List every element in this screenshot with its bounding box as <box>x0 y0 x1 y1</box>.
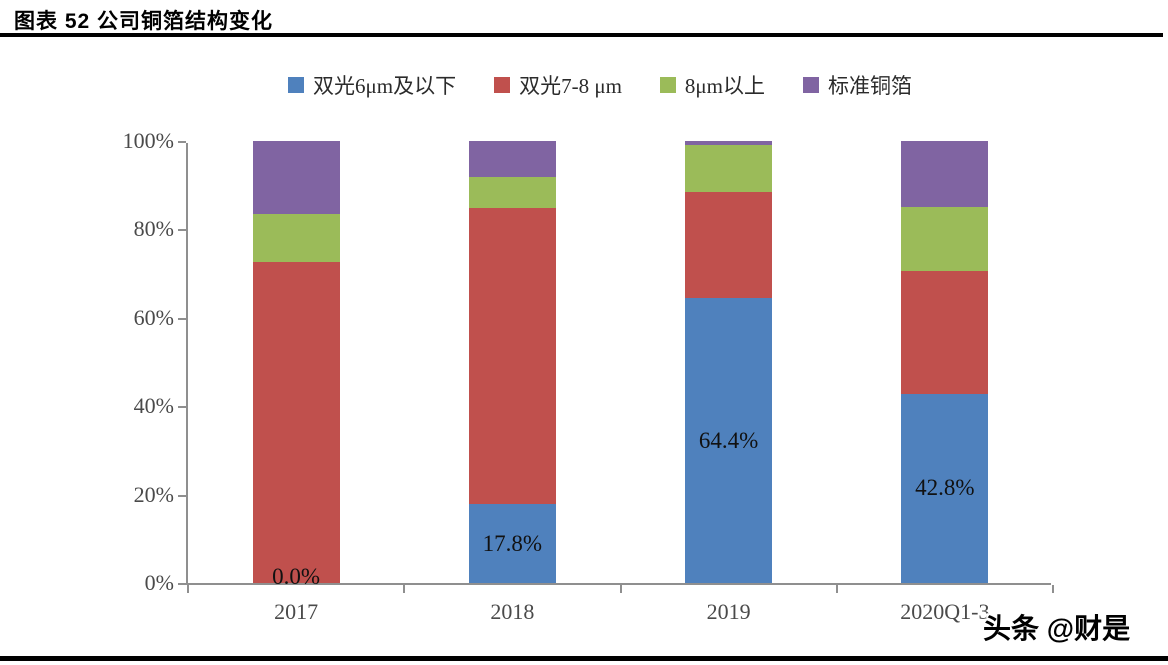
y-axis-label: 100% <box>122 128 174 153</box>
bar-segment-2018-series2 <box>468 207 556 505</box>
bar-data-label: 64.4% <box>698 427 759 453</box>
bar-segment-2019-series2 <box>685 192 773 299</box>
legend-swatch-icon <box>494 77 511 93</box>
bar-data-label: 42.8% <box>915 475 975 501</box>
bar-segment-2017-series3 <box>252 214 340 263</box>
x-axis-label: 2017 <box>274 599 319 624</box>
bar-segment-2017-series2 <box>252 262 340 583</box>
legend-item-3: 8μm以上 <box>659 70 766 100</box>
y-axis-label: 80% <box>133 216 174 242</box>
chart-legend: 双光6μm及以下 双光7-8 μm 8μm以上 标准铜箔 <box>16 70 1168 100</box>
legend-swatch-icon <box>287 77 304 93</box>
legend-item-2: 双光7-8 μm <box>494 70 622 100</box>
legend-item-4: 标准铜箔 <box>803 70 912 100</box>
bar-segment-2020Q1-3-series3 <box>901 206 989 272</box>
x-axis-tick <box>403 585 406 593</box>
y-axis-label: 20% <box>133 481 174 507</box>
x-axis-tick <box>835 585 838 593</box>
legend-label: 双光6μm及以下 <box>312 74 457 98</box>
bar-segment-2020Q1-3-series1 <box>901 393 989 583</box>
bar-segment-2018-series4 <box>468 141 556 177</box>
legend-swatch-icon <box>659 77 676 93</box>
legend-swatch-icon <box>803 77 820 93</box>
bar-segment-2020Q1-3-series4 <box>901 141 989 207</box>
x-axis-tick <box>619 585 622 593</box>
y-axis-tick <box>178 583 186 585</box>
x-axis-label: 2020Q1-3 <box>900 599 990 624</box>
x-axis-tick <box>1052 585 1054 593</box>
y-axis-label: 0% <box>144 570 174 595</box>
x-axis-label: 2018 <box>490 599 535 624</box>
y-axis-tick <box>178 406 186 409</box>
y-axis-label: 60% <box>133 304 174 330</box>
legend-label: 标准铜箔 <box>828 74 913 98</box>
y-axis-label: 40% <box>133 393 174 419</box>
bottom-divider <box>0 656 1168 661</box>
bar-segment-2019-series4 <box>685 141 773 145</box>
top-divider <box>0 33 1163 37</box>
legend-label: 8μm以上 <box>684 74 766 98</box>
bar-segment-2019-series1 <box>685 298 773 583</box>
y-axis-tick <box>178 494 186 497</box>
bar-segment-2020Q1-3-series2 <box>901 271 989 394</box>
bar-segment-2018-series1 <box>468 504 556 583</box>
bar-segment-2017-series4 <box>252 141 340 215</box>
legend-label: 双光7-8 μm <box>519 74 622 98</box>
watermark: 头条 @财是 <box>983 613 1131 644</box>
plot-area: 0% 20% 40% 60% 80% 100% 2017 0.0% 2018 17.8% 2019 6… <box>123 128 1054 624</box>
bar-segment-2019-series3 <box>685 145 773 193</box>
x-axis-tick <box>187 585 189 593</box>
figure-title: 图表 52 公司铜箔结构变化 <box>14 10 274 33</box>
bar-data-label: 0.0% <box>272 564 321 589</box>
bar-segment-2018-series3 <box>468 176 556 208</box>
legend-item-1: 双光6μm及以下 <box>287 70 457 100</box>
y-axis-tick <box>178 141 186 143</box>
x-axis-label: 2019 <box>706 599 751 624</box>
bar-data-label: 17.8% <box>482 530 543 556</box>
y-axis-tick <box>178 317 186 320</box>
y-axis-tick <box>178 229 186 232</box>
